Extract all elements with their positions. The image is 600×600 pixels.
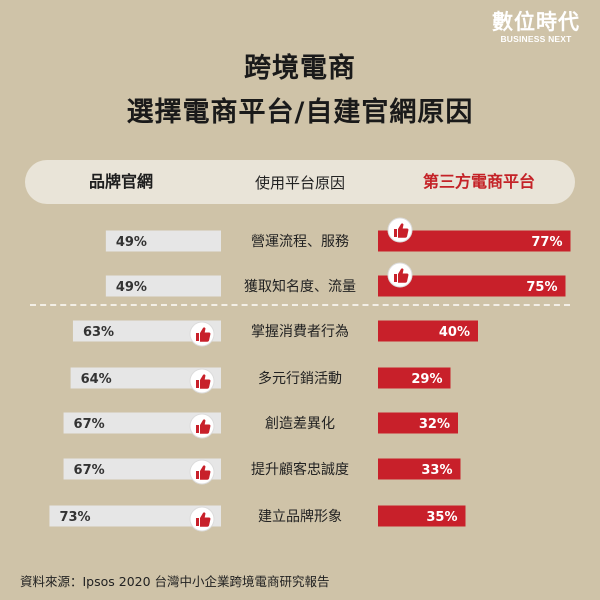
category-label: 建立品牌形象 (258, 508, 342, 525)
brand-site-value-label: 67% (74, 417, 105, 432)
brand-site-bar (70, 367, 221, 389)
third-party-bar (378, 320, 478, 342)
third-party-value-label: 32% (419, 417, 450, 432)
third-party-bar (378, 412, 458, 434)
category-label: 創造差異化 (265, 416, 335, 432)
third-party-bar (378, 367, 451, 389)
brand-site-value-label: 49% (116, 280, 147, 295)
brand-site-bar (63, 412, 221, 434)
category-label: 獲取知名度、流量 (244, 278, 356, 295)
third-party-value-label: 75% (526, 280, 557, 295)
thumbs-up-icon (189, 413, 215, 439)
brand-name: 數位時代 (492, 10, 580, 34)
brand-tagline: BUSINESS NEXT (500, 34, 572, 44)
brand-site-value-label: 49% (116, 235, 147, 250)
brand-site-value-label: 63% (83, 325, 114, 340)
thumbs-up-icon (189, 368, 215, 394)
brand-site-value-label: 64% (81, 372, 112, 387)
third-party-value-label: 40% (439, 325, 470, 340)
page-title: 跨境電商 (244, 53, 356, 84)
thumbs-up-icon (189, 321, 215, 347)
brand-logo: 數位時代 BUSINESS NEXT (486, 10, 586, 44)
third-party-bar (378, 458, 461, 480)
third-party-bar (378, 230, 571, 252)
third-party-bar (378, 505, 466, 527)
brand-site-bar (105, 230, 221, 252)
thumbs-up-icon (189, 506, 215, 532)
header-reasons: 使用平台原因 (254, 174, 345, 192)
header-third-party: 第三方電商平台 (422, 172, 535, 191)
category-label: 營運流程、服務 (251, 234, 349, 250)
brand-site-value-label: 67% (74, 463, 105, 478)
brand-site-bar (105, 275, 221, 297)
third-party-value-label: 77% (531, 235, 562, 250)
third-party-value-label: 35% (426, 510, 457, 525)
thumbs-up-icon (387, 217, 413, 243)
page-subtitle: 選擇電商平台/自建官網原因 (126, 97, 474, 128)
category-label: 多元行銷活動 (258, 370, 342, 387)
thumbs-up-icon (189, 459, 215, 485)
source-note: 資料來源：Ipsos 2020 台灣中小企業跨境電商研究報告 (20, 574, 330, 589)
category-label: 掌握消費者行為 (251, 324, 349, 340)
third-party-value-label: 29% (411, 372, 442, 387)
brand-site-bar (49, 505, 222, 527)
brand-site-value-label: 73% (59, 510, 90, 525)
brand-site-bar (72, 320, 221, 342)
thumbs-up-icon (387, 262, 413, 288)
category-label: 提升顧客忠誠度 (251, 461, 349, 478)
column-header: 使用平台原因 品牌官網 第三方電商平台 (25, 160, 575, 204)
brand-site-bar (63, 458, 221, 480)
third-party-bar (378, 275, 566, 297)
third-party-value-label: 33% (421, 463, 452, 478)
section-divider (30, 304, 570, 306)
header-brand-site: 品牌官網 (89, 172, 154, 191)
